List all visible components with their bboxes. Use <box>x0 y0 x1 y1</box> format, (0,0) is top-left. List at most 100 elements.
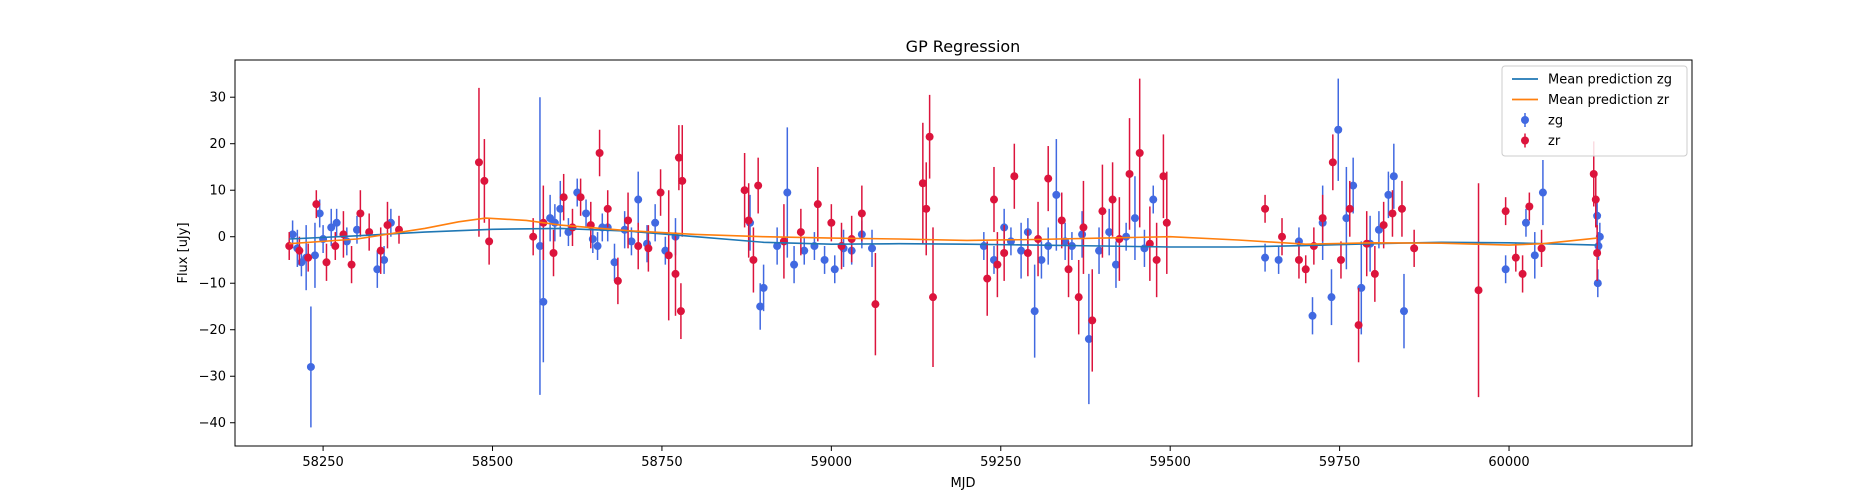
data-point-zr <box>376 246 385 255</box>
data-point-zr <box>1135 149 1144 158</box>
data-point-zg <box>1349 181 1358 190</box>
x-tick-label: 58750 <box>641 455 682 470</box>
legend-label: Mean prediction zg <box>1548 73 1672 88</box>
data-point-zr <box>1518 269 1527 278</box>
series-zg <box>288 78 1604 428</box>
data-point-zg <box>1078 230 1087 239</box>
chart-title: GP Regression <box>906 37 1021 56</box>
data-point-zr <box>1108 195 1117 204</box>
data-point-zr <box>304 253 313 262</box>
data-point-zr <box>1397 204 1406 213</box>
data-point-zg <box>556 204 565 213</box>
data-point-zr <box>474 158 483 167</box>
data-point-zr <box>1370 269 1379 278</box>
data-point-zr <box>922 204 931 213</box>
data-point-zg <box>582 209 591 218</box>
data-point-zr <box>1125 169 1134 178</box>
data-point-zg <box>756 302 765 311</box>
data-point-zg <box>1095 246 1104 255</box>
data-point-zr <box>1159 172 1168 181</box>
data-point-zg <box>790 260 799 269</box>
data-point-zr <box>1525 202 1534 211</box>
data-point-zr <box>1537 244 1546 253</box>
data-point-zr <box>568 223 577 232</box>
data-point-zg <box>1334 125 1343 134</box>
data-point-zr <box>1345 204 1354 213</box>
data-point-zr <box>595 149 604 158</box>
data-point-zr <box>1088 316 1097 325</box>
data-point-zr <box>656 188 665 197</box>
data-point-zg <box>327 223 336 232</box>
data-point-zg <box>1037 255 1046 264</box>
data-point-zg <box>1017 246 1026 255</box>
x-tick-label: 58250 <box>302 455 343 470</box>
series-line-mean-prediction-zg <box>289 227 1598 248</box>
legend-label: zg <box>1548 114 1563 129</box>
data-point-zr <box>1301 265 1310 274</box>
data-point-zr <box>1044 174 1053 183</box>
data-point-zg <box>627 237 636 246</box>
data-point-zg <box>868 244 877 253</box>
data-point-zr <box>918 179 927 188</box>
data-point-zg <box>1399 307 1408 316</box>
data-point-zr <box>1278 232 1287 241</box>
data-point-zg <box>634 195 643 204</box>
x-tick-label: 60000 <box>1488 455 1529 470</box>
data-point-zg <box>1327 293 1336 302</box>
data-point-zg <box>332 218 341 227</box>
data-point-zr <box>754 181 763 190</box>
data-point-zr <box>613 276 622 285</box>
x-axis-label: MJD <box>950 476 975 491</box>
plot-area <box>285 78 1604 428</box>
data-point-zr <box>576 193 585 202</box>
data-point-zr <box>1294 255 1303 264</box>
data-point-zg <box>820 255 829 264</box>
data-point-zr <box>1474 286 1483 295</box>
data-point-zg <box>1501 265 1510 274</box>
y-tick-label: 30 <box>209 91 226 106</box>
data-point-zg <box>588 235 597 244</box>
y-tick-label: 10 <box>209 184 226 199</box>
data-point-zr <box>744 216 753 225</box>
x-tick-label: 59000 <box>811 455 852 470</box>
data-point-zg <box>1084 335 1093 344</box>
data-point-zr <box>1593 249 1602 257</box>
axes-frame <box>234 59 1693 447</box>
data-point-zr <box>331 242 340 251</box>
data-point-zr <box>1010 172 1019 181</box>
data-point-zr <box>1064 265 1073 274</box>
data-point-zr <box>322 258 331 267</box>
data-point-zg <box>830 265 839 274</box>
data-point-zr <box>559 193 568 202</box>
data-point-zr <box>993 260 1002 269</box>
data-point-zr <box>1023 249 1032 257</box>
data-point-zr <box>1328 158 1337 167</box>
data-point-zr <box>295 246 304 255</box>
data-point-zr <box>644 244 653 253</box>
data-point-zr <box>779 237 788 246</box>
data-point-zg <box>1274 255 1283 264</box>
data-point-zr <box>749 255 758 264</box>
data-point-zr <box>1410 244 1419 253</box>
data-point-zg <box>352 225 361 234</box>
x-tick-label: 58500 <box>472 455 513 470</box>
data-point-zg <box>1122 232 1131 241</box>
data-point-zr <box>624 216 633 225</box>
data-point-zr <box>347 260 356 269</box>
data-point-zr <box>1145 239 1154 248</box>
data-point-zr <box>989 195 998 204</box>
data-point-zr <box>1318 214 1327 223</box>
legend-handle-marker <box>1521 136 1529 145</box>
data-point-zg <box>373 265 382 274</box>
data-point-zr <box>312 200 321 209</box>
data-point-zr <box>983 274 992 283</box>
data-point-zg <box>1389 172 1398 181</box>
data-point-zr <box>1354 321 1363 330</box>
data-point-zr <box>480 176 489 185</box>
data-point-zr <box>1115 235 1124 244</box>
data-point-zr <box>1057 216 1066 225</box>
data-point-zg <box>1538 188 1547 197</box>
data-point-zr <box>837 242 846 251</box>
legend-box <box>1501 65 1688 157</box>
legend-label: zr <box>1548 134 1561 149</box>
